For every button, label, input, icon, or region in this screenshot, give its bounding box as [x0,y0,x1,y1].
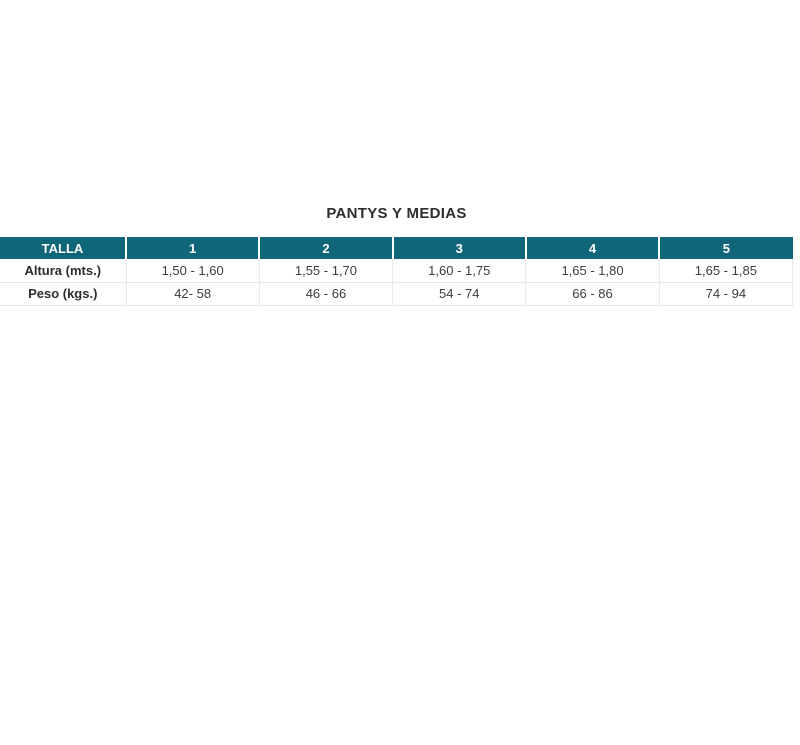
table-cell-peso-3: 54 - 74 [392,282,527,306]
column-header-size-4: 4 [524,237,660,259]
size-table-header: TALLA 1 2 3 4 5 [0,237,793,259]
table-cell-altura-5: 1,65 - 1,85 [658,259,794,283]
size-table: TALLA 1 2 3 4 5 Altura (mts.) 1,50 - 1,6… [0,237,794,306]
table-row-altura: Altura (mts.) 1,50 - 1,60 1,55 - 1,70 1,… [0,259,794,283]
table-cell-altura-3: 1,60 - 1,75 [392,259,527,283]
table-cell-peso-5: 74 - 94 [658,282,794,306]
row-label-altura: Altura (mts.) [0,259,127,283]
page-title: PANTYS Y MEDIAS [326,205,467,222]
size-table-body: Altura (mts.) 1,50 - 1,60 1,55 - 1,70 1,… [0,259,794,306]
column-header-size-3: 3 [391,237,526,259]
table-row-peso: Peso (kgs.) 42- 58 46 - 66 54 - 74 66 - … [0,282,794,306]
column-header-size-1: 1 [124,237,260,259]
table-cell-peso-2: 46 - 66 [258,282,394,306]
table-cell-peso-1: 42- 58 [125,282,260,306]
table-cell-peso-4: 66 - 86 [525,282,660,306]
table-cell-altura-4: 1,65 - 1,80 [525,259,660,283]
column-header-talla: TALLA [0,237,126,259]
column-header-size-5: 5 [658,237,793,259]
table-cell-altura-1: 1,50 - 1,60 [125,259,260,283]
column-header-size-2: 2 [258,237,393,259]
header-row: TALLA 1 2 3 4 5 [0,237,793,259]
size-chart-section: PANTYS Y MEDIAS TALLA 1 2 3 4 5 Altura (… [0,0,794,306]
table-cell-altura-2: 1,55 - 1,70 [258,259,394,283]
row-label-peso: Peso (kgs.) [0,282,127,306]
